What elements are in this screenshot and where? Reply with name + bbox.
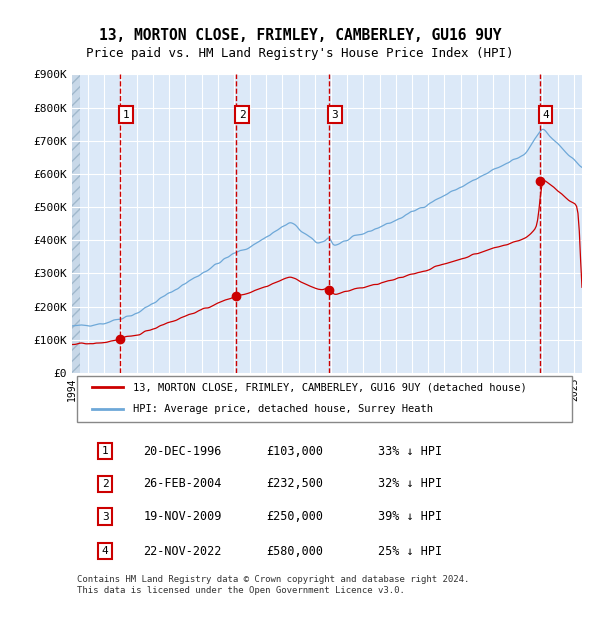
Text: 4: 4 xyxy=(542,110,549,120)
Text: 2: 2 xyxy=(102,479,109,489)
Text: 26-FEB-2004: 26-FEB-2004 xyxy=(143,477,222,490)
Text: 3: 3 xyxy=(332,110,338,120)
Text: 22-NOV-2022: 22-NOV-2022 xyxy=(143,544,222,557)
Text: £250,000: £250,000 xyxy=(266,510,323,523)
Bar xyxy=(72,74,80,373)
FancyBboxPatch shape xyxy=(77,376,572,422)
Text: Price paid vs. HM Land Registry's House Price Index (HPI): Price paid vs. HM Land Registry's House … xyxy=(86,46,514,60)
Text: 20-DEC-1996: 20-DEC-1996 xyxy=(143,445,222,458)
Text: £232,500: £232,500 xyxy=(266,477,323,490)
Text: 33% ↓ HPI: 33% ↓ HPI xyxy=(378,445,442,458)
Text: £580,000: £580,000 xyxy=(266,544,323,557)
Text: 25% ↓ HPI: 25% ↓ HPI xyxy=(378,544,442,557)
Bar xyxy=(72,74,80,373)
Text: £103,000: £103,000 xyxy=(266,445,323,458)
Text: 2: 2 xyxy=(239,110,245,120)
Text: 1: 1 xyxy=(102,446,109,456)
Text: 19-NOV-2009: 19-NOV-2009 xyxy=(143,510,222,523)
Text: 3: 3 xyxy=(102,512,109,522)
Text: Contains HM Land Registry data © Crown copyright and database right 2024.
This d: Contains HM Land Registry data © Crown c… xyxy=(77,575,469,595)
Text: 1: 1 xyxy=(122,110,129,120)
Text: 13, MORTON CLOSE, FRIMLEY, CAMBERLEY, GU16 9UY (detached house): 13, MORTON CLOSE, FRIMLEY, CAMBERLEY, GU… xyxy=(133,383,527,392)
Text: 13, MORTON CLOSE, FRIMLEY, CAMBERLEY, GU16 9UY: 13, MORTON CLOSE, FRIMLEY, CAMBERLEY, GU… xyxy=(99,28,501,43)
Text: 32% ↓ HPI: 32% ↓ HPI xyxy=(378,477,442,490)
Text: 4: 4 xyxy=(102,546,109,556)
Text: 39% ↓ HPI: 39% ↓ HPI xyxy=(378,510,442,523)
Text: HPI: Average price, detached house, Surrey Heath: HPI: Average price, detached house, Surr… xyxy=(133,404,433,414)
